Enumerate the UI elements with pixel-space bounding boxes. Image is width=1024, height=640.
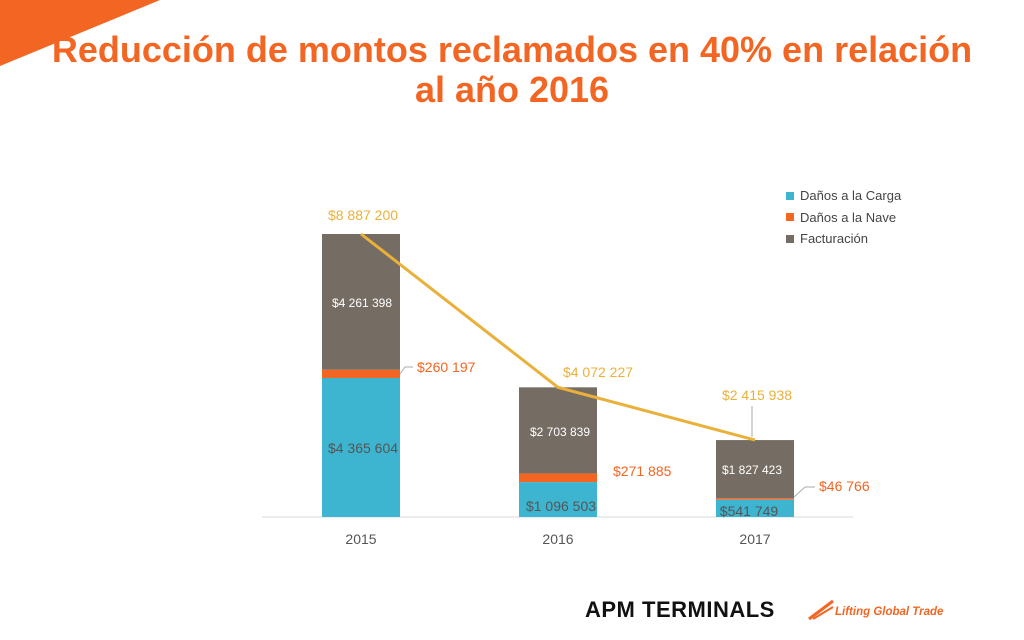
- legend-item-facturacion: Facturación: [786, 228, 901, 250]
- data-label-carga-2016: $1 096 503: [526, 498, 596, 514]
- bar-nave-2016: [519, 473, 597, 483]
- leader-line-nave-2017: [793, 486, 815, 498]
- bar-facturacion-2017: [716, 440, 794, 499]
- data-label-facturacion-2015: $4 261 398: [332, 296, 392, 310]
- data-label-total-2017: $2 415 938: [722, 387, 792, 403]
- bar-carga-2017: [716, 499, 794, 517]
- data-label-carga-2017: $541 749: [720, 503, 779, 519]
- bar-carga-2016: [519, 482, 597, 517]
- x-tick-label-2017: 2017: [739, 531, 770, 547]
- data-label-facturacion-2017: $1 827 423: [722, 463, 782, 477]
- logo-name: APM TERMINALS: [585, 597, 775, 622]
- legend-swatch-nave: [786, 213, 794, 222]
- data-label-nave-2015: $260 197: [417, 359, 476, 375]
- x-tick-label-2015: 2015: [345, 531, 376, 547]
- data-label-carga-2015: $4 365 604: [328, 440, 398, 456]
- legend-swatch-carga: [786, 191, 794, 200]
- corner-accent: [0, 0, 160, 66]
- legend-swatch-facturacion: [786, 234, 794, 243]
- bar-carga-2015: [322, 377, 400, 517]
- legend-label-facturacion: Facturación: [800, 231, 868, 247]
- apm-terminals-logo: APM TERMINALS Lifting Global Trade: [585, 597, 950, 623]
- legend-label-carga: Daños a la Carga: [800, 188, 902, 204]
- data-label-nave-2017: $46 766: [819, 478, 870, 494]
- bar-nave-2017: [716, 498, 794, 500]
- legend-item-nave: Daños a la Nave: [786, 207, 901, 229]
- leader-line-nave-2015: [399, 366, 413, 375]
- total-line: [360, 232, 756, 442]
- data-label-nave-2016: $271 885: [613, 463, 672, 479]
- chart-legend: Daños a la Carga Daños a la Nave Factura…: [786, 185, 901, 250]
- bar-facturacion-2015: [322, 234, 400, 370]
- logo-tagline: Lifting Global Trade: [835, 606, 944, 618]
- data-label-facturacion-2016: $2 703 839: [530, 425, 590, 439]
- legend-label-nave: Daños a la Nave: [800, 209, 897, 225]
- legend-item-carga: Daños a la Carga: [786, 185, 901, 207]
- page-title: Reducción de montos reclamados en 40% en…: [51, 29, 973, 110]
- logo-swoosh-icon: [808, 599, 834, 621]
- data-label-total-2016: $4 072 227: [563, 364, 633, 380]
- bar-nave-2015: [322, 369, 400, 378]
- bar-facturacion-2016: [519, 387, 597, 474]
- x-tick-label-2016: 2016: [542, 531, 573, 547]
- data-label-total-2015: $8 887 200: [328, 207, 398, 223]
